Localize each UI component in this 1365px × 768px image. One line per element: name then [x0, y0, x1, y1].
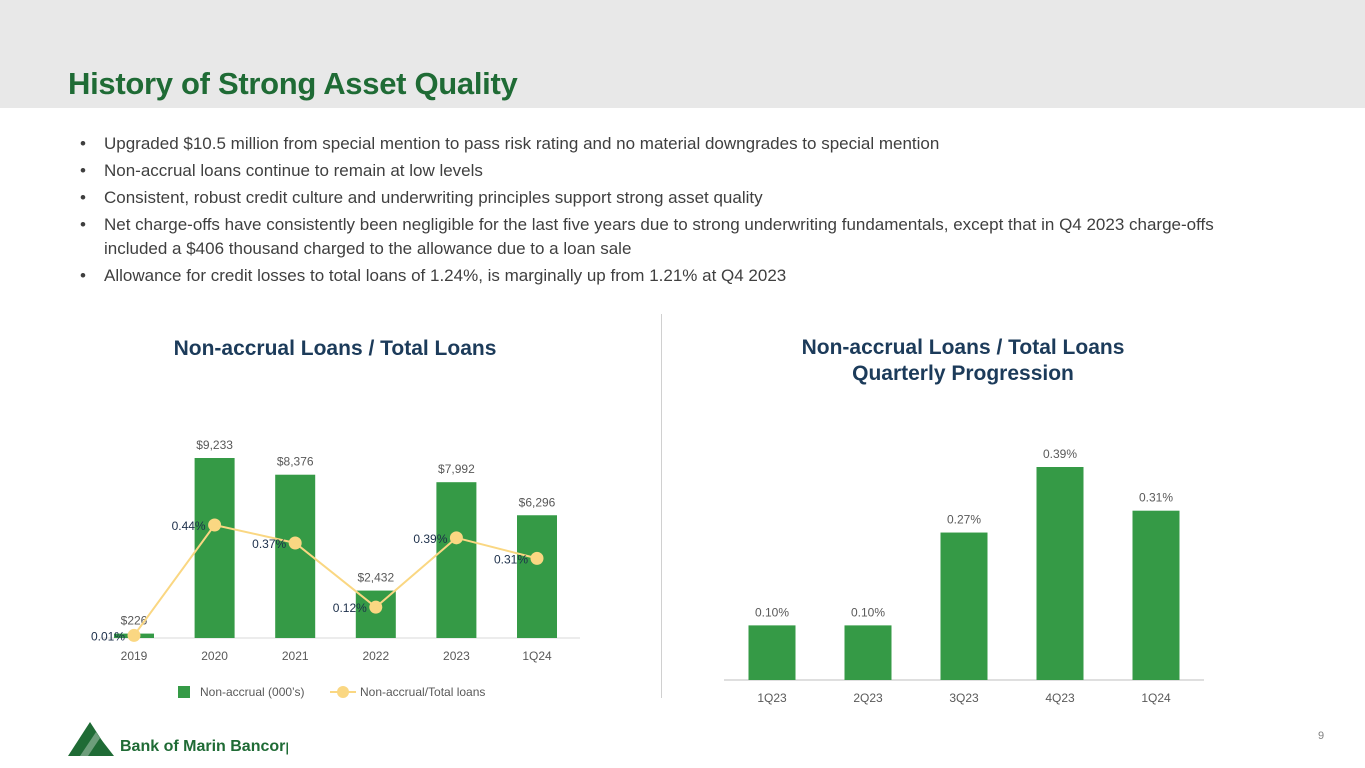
bullet-list: Upgraded $10.5 million from special ment… [80, 132, 1280, 291]
logo-text: Bank of Marin Bancorp [120, 738, 288, 755]
line-value-label: 0.12% [333, 601, 367, 615]
x-tick-label: 2020 [201, 649, 228, 663]
bullet-item: Net charge-offs have consistently been n… [80, 213, 1280, 261]
line-value-label: 0.39% [413, 532, 447, 546]
bar [1132, 510, 1180, 680]
bar-value-label: 0.39% [1043, 447, 1077, 461]
page-number: 9 [1318, 730, 1325, 742]
chart-right-title: Non-accrual Loans / Total Loans Quarterl… [700, 335, 1226, 387]
line-value-label: 0.37% [252, 537, 286, 551]
bar-value-label: $2,432 [357, 571, 394, 585]
x-tick-label: 2019 [121, 649, 148, 663]
bullet-item: Consistent, robust credit culture and un… [80, 186, 1280, 210]
bar [1036, 467, 1084, 680]
line-value-label: 0.44% [172, 519, 206, 533]
line-point [208, 518, 222, 532]
x-tick-label: 2Q23 [853, 691, 883, 705]
legend-line-label: Non-accrual/Total loans [360, 685, 485, 699]
page-title: History of Strong Asset Quality [68, 66, 518, 101]
x-tick-label: 1Q24 [1141, 691, 1171, 705]
line-value-label: 0.01% [91, 629, 125, 643]
bar [355, 590, 396, 638]
x-tick-label: 1Q24 [522, 649, 552, 663]
line-value-label: 0.31% [494, 552, 528, 566]
line-point [449, 531, 463, 545]
bar [940, 532, 988, 680]
bullet-item: Non-accrual loans continue to remain at … [80, 159, 1280, 183]
x-tick-label: 2022 [362, 649, 389, 663]
bar [844, 625, 892, 680]
x-tick-label: 2023 [443, 649, 470, 663]
line-point [530, 551, 544, 565]
bar-value-label: 0.10% [755, 605, 789, 619]
chart-right: 1Q23 0.10% 2Q23 0.10% 3Q23 0.27% 4Q23 0.39% 1Q24… [724, 447, 1204, 705]
legend-line-swatch [337, 686, 349, 698]
bar [748, 625, 796, 680]
line-point [369, 600, 383, 614]
bar-value-label: $7,992 [438, 462, 475, 476]
legend-bar-swatch [178, 686, 190, 698]
bar-value-label: 0.10% [851, 605, 885, 619]
legend-bar-label: Non-accrual (000’s) [200, 685, 305, 699]
chart-right-title-line: Non-accrual Loans / Total Loans [801, 336, 1125, 359]
x-tick-label: 1Q23 [757, 691, 787, 705]
bar [436, 482, 477, 638]
divider [661, 314, 662, 698]
chart-left: 2019 $226 2020 $9,233 2021 $8,376 2022 $2,432 20… [91, 438, 580, 699]
bullet-item: Allowance for credit losses to total loa… [80, 264, 1280, 288]
bar [194, 458, 235, 638]
bar [517, 515, 557, 638]
line-point [127, 628, 141, 642]
header-band [0, 0, 1365, 108]
x-tick-label: 2021 [282, 649, 309, 663]
line-point [288, 536, 302, 550]
series-line [133, 523, 538, 637]
chart-right-title-line: Quarterly Progression [852, 362, 1074, 385]
bar-value-label: $8,376 [277, 455, 314, 469]
bar-value-label: $226 [121, 614, 148, 628]
bank-logo: Bank of Marin Bancorp [68, 720, 295, 758]
bar-value-label: 0.27% [947, 513, 981, 527]
x-tick-label: 3Q23 [949, 691, 979, 705]
bullet-item: Upgraded $10.5 million from special ment… [80, 132, 1280, 156]
bar-value-label: $9,233 [196, 438, 233, 452]
chart-left-title: Non-accrual Loans / Total Loans [173, 337, 497, 360]
bar-value-label: 0.31% [1139, 491, 1173, 505]
bar [275, 474, 316, 638]
x-tick-label: 4Q23 [1045, 691, 1075, 705]
bar-value-label: $6,296 [519, 495, 556, 509]
